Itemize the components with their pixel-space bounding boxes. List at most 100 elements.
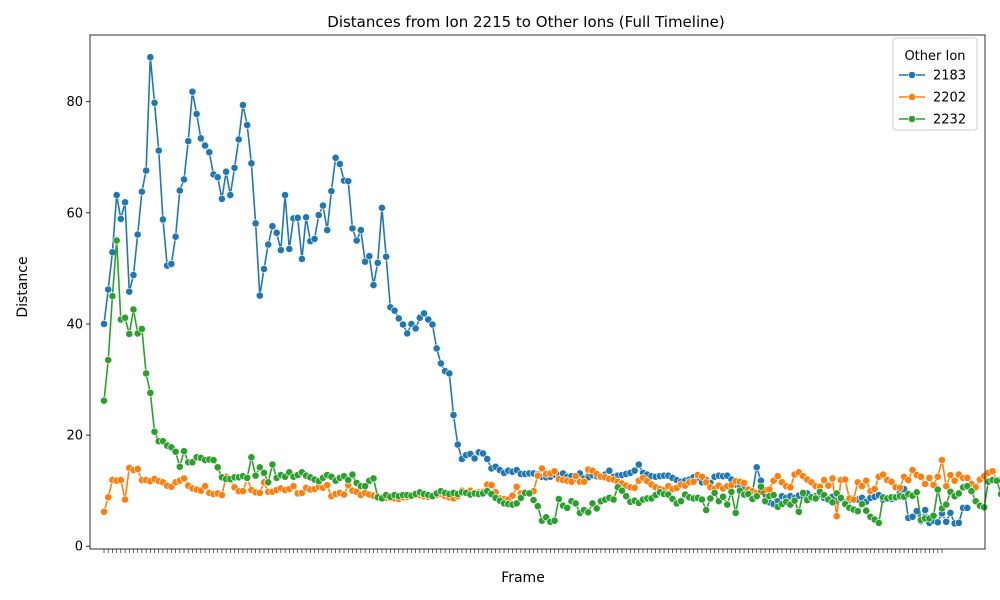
- data-point: [175, 186, 184, 195]
- data-point: [605, 466, 614, 475]
- data-point: [247, 159, 256, 168]
- data-point: [811, 494, 820, 503]
- data-point: [289, 482, 298, 491]
- data-point: [449, 411, 458, 419]
- data-point: [323, 226, 332, 234]
- data-point: [967, 487, 976, 496]
- data-point: [908, 466, 917, 474]
- legend: Other Ion 2183 2202 2232: [892, 37, 978, 131]
- data-point: [790, 496, 799, 505]
- data-point: [146, 388, 155, 397]
- data-point: [630, 466, 639, 475]
- data-point: [171, 232, 180, 241]
- data-point: [938, 456, 946, 464]
- data-point: [828, 474, 837, 483]
- y-tick-label: 0: [75, 540, 83, 555]
- data-point: [150, 427, 159, 436]
- data-point: [403, 329, 412, 338]
- data-point: [550, 467, 559, 476]
- legend-marker-2202: [908, 93, 916, 101]
- data-point: [508, 491, 517, 500]
- data-point: [954, 518, 963, 527]
- data-point: [104, 493, 113, 502]
- data-point: [302, 213, 311, 222]
- data-point: [879, 470, 887, 479]
- data-point: [154, 146, 163, 155]
- data-point: [786, 483, 795, 492]
- data-point: [634, 460, 643, 469]
- data-point: [432, 344, 441, 353]
- data-point: [129, 271, 138, 279]
- data-point: [344, 177, 353, 186]
- data-point: [997, 490, 1000, 498]
- data-point: [100, 396, 108, 405]
- data-point: [230, 163, 239, 172]
- data-point: [382, 252, 391, 261]
- data-point: [247, 453, 256, 462]
- data-point: [356, 226, 365, 234]
- data-point: [196, 134, 205, 143]
- data-point: [335, 160, 344, 168]
- data-point: [213, 463, 222, 472]
- data-point: [310, 235, 319, 243]
- data-point: [243, 473, 252, 482]
- data-point: [933, 518, 942, 527]
- y-tick-label: 80: [66, 95, 83, 110]
- x-axis-label: Frame: [501, 570, 545, 586]
- data-point: [121, 198, 129, 207]
- data-point: [533, 471, 542, 480]
- data-point: [100, 320, 108, 328]
- data-point: [567, 477, 576, 486]
- data-point: [933, 485, 942, 494]
- data-point: [862, 476, 871, 485]
- legend-label-2183: 2183: [933, 69, 966, 84]
- data-point: [234, 135, 243, 144]
- data-point: [116, 476, 125, 484]
- data-point: [824, 481, 833, 490]
- data-point: [348, 470, 357, 479]
- data-point: [761, 497, 770, 506]
- data-point: [365, 252, 374, 261]
- data-point: [841, 475, 850, 484]
- data-point: [942, 482, 951, 491]
- data-point: [571, 472, 580, 481]
- data-point: [146, 53, 155, 62]
- data-point: [992, 476, 1000, 485]
- data-point: [369, 474, 378, 483]
- data-point: [470, 454, 479, 463]
- data-point: [917, 472, 925, 481]
- data-point: [744, 490, 753, 498]
- data-point: [411, 324, 420, 333]
- chart-title: Distances from Ion 2215 to Other Ions (F…: [327, 13, 724, 31]
- data-point: [268, 460, 277, 469]
- data-point: [874, 518, 883, 527]
- legend-marker-2183: [908, 71, 916, 79]
- data-point: [104, 356, 113, 364]
- data-point: [963, 503, 972, 512]
- data-point: [378, 203, 386, 212]
- data-point: [757, 482, 765, 491]
- data-point: [942, 517, 951, 526]
- data-point: [925, 473, 934, 482]
- legend-marker-2232: [908, 115, 916, 123]
- data-point: [121, 495, 129, 504]
- data-point: [222, 167, 231, 176]
- data-point: [184, 137, 193, 146]
- data-point: [609, 495, 618, 504]
- axes: 0 20 40 60 80: [66, 34, 986, 555]
- data-point: [921, 480, 930, 488]
- data-point: [420, 309, 428, 318]
- plot-area: [100, 53, 1000, 528]
- legend-entries: 2183 2202 2232: [899, 69, 966, 128]
- data-point: [702, 506, 711, 514]
- data-point: [209, 456, 218, 464]
- data-point: [622, 492, 631, 501]
- data-point: [988, 467, 997, 476]
- data-point: [243, 121, 252, 129]
- data-point: [281, 191, 289, 199]
- data-point: [946, 471, 955, 479]
- data-point: [698, 495, 706, 504]
- data-point: [180, 474, 188, 483]
- data-point: [142, 166, 151, 175]
- data-point: [298, 255, 306, 263]
